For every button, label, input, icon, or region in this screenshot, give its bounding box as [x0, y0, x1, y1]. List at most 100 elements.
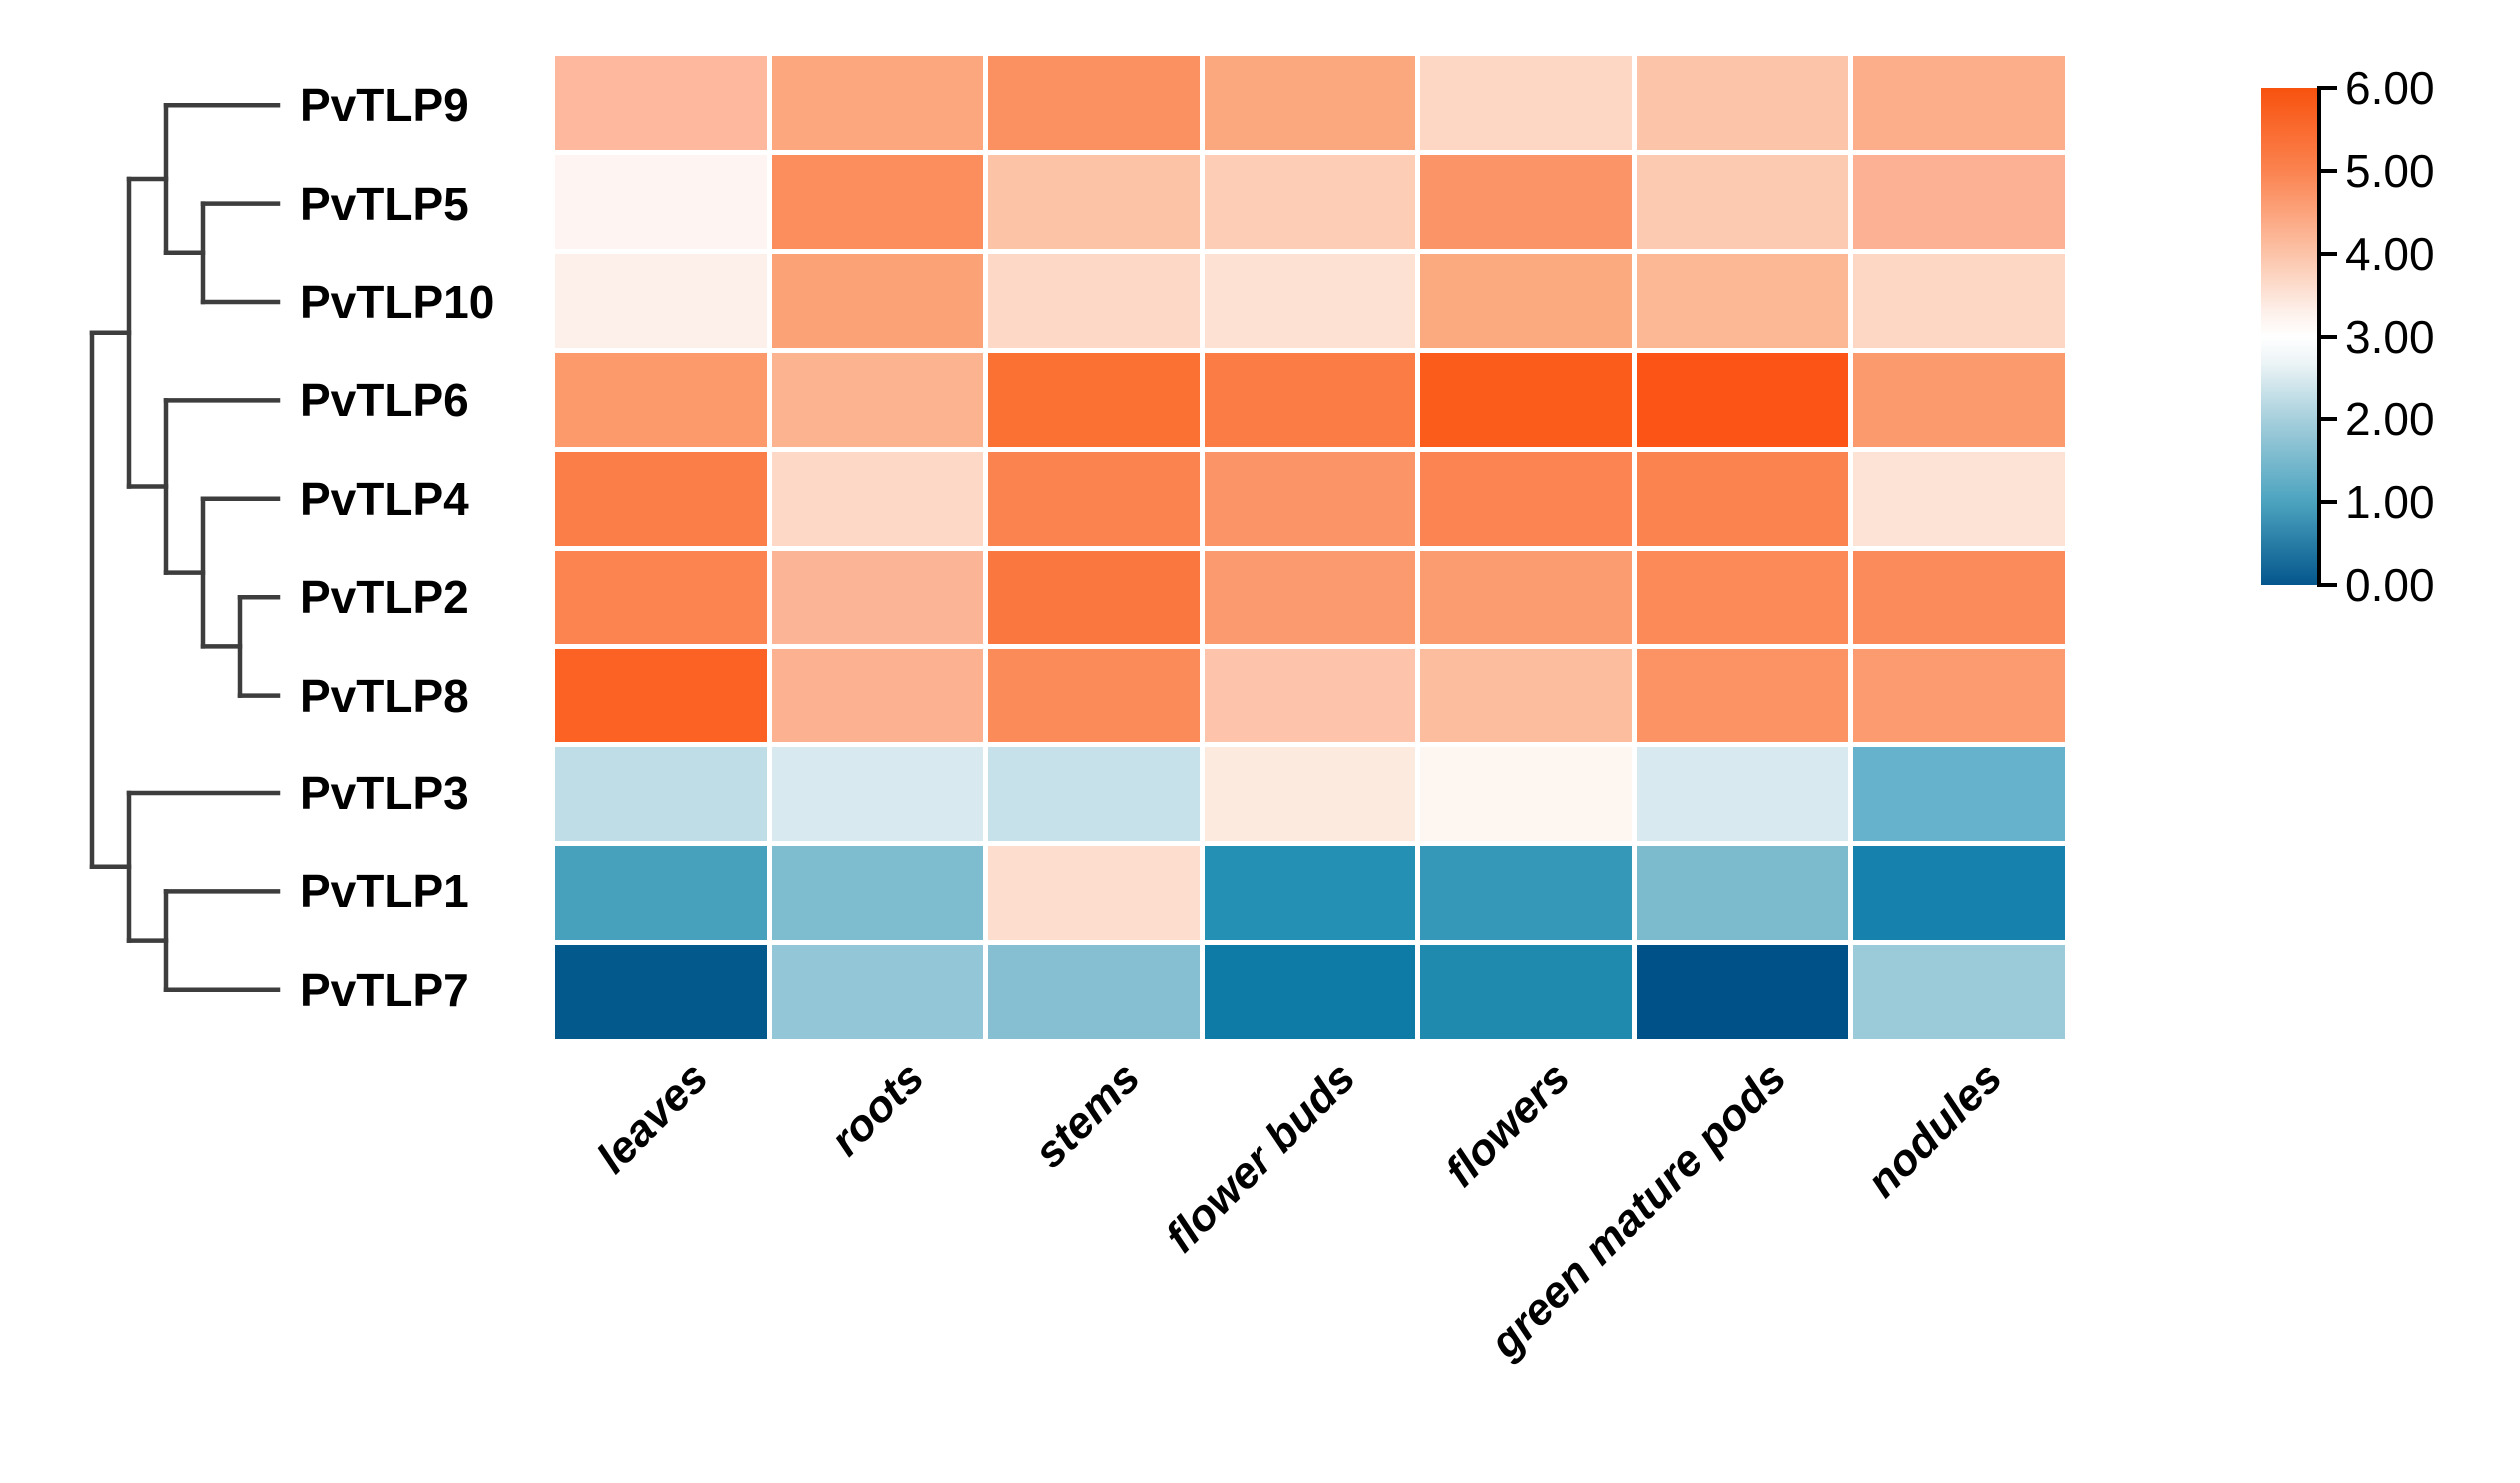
heatmap-cell — [555, 154, 767, 249]
gene-label-pvtlp4: PvTLP4 — [300, 472, 469, 525]
heatmap-cell — [1853, 747, 2065, 842]
heatmap-cell — [988, 747, 1200, 842]
colorbar-tick — [2321, 251, 2337, 256]
gene-label-pvtlp9: PvTLP9 — [300, 79, 469, 132]
heatmap-cell — [1420, 451, 1632, 546]
gene-label-pvtlp3: PvTLP3 — [300, 767, 469, 819]
heatmap-cell — [1204, 451, 1416, 546]
heatmap-cell — [1853, 154, 2065, 249]
colorbar-tick-label: 4.00 — [2345, 227, 2435, 280]
colorbar-tick-label: 5.00 — [2345, 144, 2435, 197]
heatmap-cell — [1420, 649, 1632, 743]
colorbar-axis-line — [2317, 86, 2321, 587]
heatmap-cell — [988, 649, 1200, 743]
heatmap-cell — [1420, 945, 1632, 1039]
heatmap-cell — [555, 649, 767, 743]
tissue-label-nodules: nodules — [1857, 1052, 2012, 1207]
heatmap-cell — [1636, 253, 1849, 348]
colorbar-tick — [2321, 334, 2337, 339]
tissue-label-roots: roots — [820, 1052, 934, 1166]
gene-label-pvtlp8: PvTLP8 — [300, 669, 469, 722]
heatmap-cell — [1420, 550, 1632, 645]
colorbar-tick-label: 1.00 — [2345, 476, 2435, 529]
heatmap-cell — [1204, 154, 1416, 249]
heatmap-cell — [1204, 747, 1416, 842]
heatmap-cell — [1420, 747, 1632, 842]
heatmap-cell — [1420, 352, 1632, 447]
heatmap-cell — [771, 352, 984, 447]
heatmap-cell — [1853, 56, 2065, 150]
heatmap-cell — [1204, 253, 1416, 348]
colorbar-tick-label: 0.00 — [2345, 559, 2435, 611]
heatmap-cell — [988, 352, 1200, 447]
heatmap-cell — [1853, 352, 2065, 447]
heatmap-cell — [1636, 846, 1849, 941]
heatmap-cell — [555, 550, 767, 645]
heatmap-cell — [771, 649, 984, 743]
gene-label-pvtlp6: PvTLP6 — [300, 374, 469, 427]
heatmap-cell — [1636, 649, 1849, 743]
heatmap-cell — [1204, 649, 1416, 743]
heatmap-cell — [1636, 550, 1849, 645]
colorbar-tick — [2321, 583, 2337, 587]
heatmap-cell — [1204, 945, 1416, 1039]
heatmap-cell — [988, 253, 1200, 348]
heatmap-cell — [771, 945, 984, 1039]
tissue-label-flower-buds: flower buds — [1155, 1052, 1365, 1263]
gene-label-pvtlp10: PvTLP10 — [300, 276, 495, 328]
heatmap-cell — [1420, 154, 1632, 249]
heatmap-cell — [1636, 747, 1849, 842]
heatmap-cell — [771, 56, 984, 150]
heatmap-cell — [771, 550, 984, 645]
tissue-label-leaves: leaves — [587, 1052, 718, 1183]
colorbar-gradient — [2261, 88, 2317, 585]
colorbar-tick — [2321, 86, 2337, 90]
colorbar-tick-label: 3.00 — [2345, 310, 2435, 363]
heatmap-cell — [988, 154, 1200, 249]
heatmap-cell — [1853, 846, 2065, 941]
tissue-label-flowers: flowers — [1436, 1052, 1580, 1197]
gene-label-pvtlp5: PvTLP5 — [300, 177, 469, 230]
heatmap-cell — [988, 550, 1200, 645]
heatmap-cell — [771, 846, 984, 941]
heatmap-cell — [988, 945, 1200, 1039]
heatmap-cell — [771, 154, 984, 249]
heatmap-cell — [555, 56, 767, 150]
heatmap-cell — [1420, 253, 1632, 348]
heatmap-cell — [771, 747, 984, 842]
heatmap-cell — [555, 352, 767, 447]
colorbar-tick — [2321, 417, 2337, 422]
heatmap-cell — [1204, 56, 1416, 150]
gene-label-pvtlp1: PvTLP1 — [300, 865, 469, 918]
heatmap-cell — [1853, 451, 2065, 546]
expression-heatmap — [555, 56, 2065, 1039]
heatmap-cell — [771, 253, 984, 348]
colorbar-tick-label: 6.00 — [2345, 62, 2435, 114]
heatmap-cell — [1636, 451, 1849, 546]
heatmap-cell — [988, 451, 1200, 546]
colorbar-tick — [2321, 500, 2337, 505]
gene-label-pvtlp7: PvTLP7 — [300, 963, 469, 1016]
heatmap-cell — [1636, 945, 1849, 1039]
heatmap-cell — [1636, 56, 1849, 150]
gene-label-pvtlp2: PvTLP2 — [300, 571, 469, 624]
colorbar-tick — [2321, 168, 2337, 173]
heatmap-cell — [988, 846, 1200, 941]
heatmap-cell — [1636, 352, 1849, 447]
heatmap-cell — [1204, 352, 1416, 447]
heatmap-cell — [555, 846, 767, 941]
dendrogram — [89, 102, 281, 993]
colorbar-tick-label: 2.00 — [2345, 393, 2435, 446]
heatmap-cell — [988, 56, 1200, 150]
heatmap-cell — [1853, 550, 2065, 645]
colorbar: 6.00 5.00 4.00 3.00 2.00 1.00 0.00 — [2261, 65, 2435, 608]
heatmap-cell — [1420, 56, 1632, 150]
heatmap-cell — [1420, 846, 1632, 941]
heatmap-cell — [771, 451, 984, 546]
heatmap-cell — [1853, 945, 2065, 1039]
heatmap-cell — [1853, 649, 2065, 743]
heatmap-cell — [1636, 154, 1849, 249]
tissue-label-stems: stems — [1024, 1052, 1150, 1178]
heatmap-cell — [1853, 253, 2065, 348]
